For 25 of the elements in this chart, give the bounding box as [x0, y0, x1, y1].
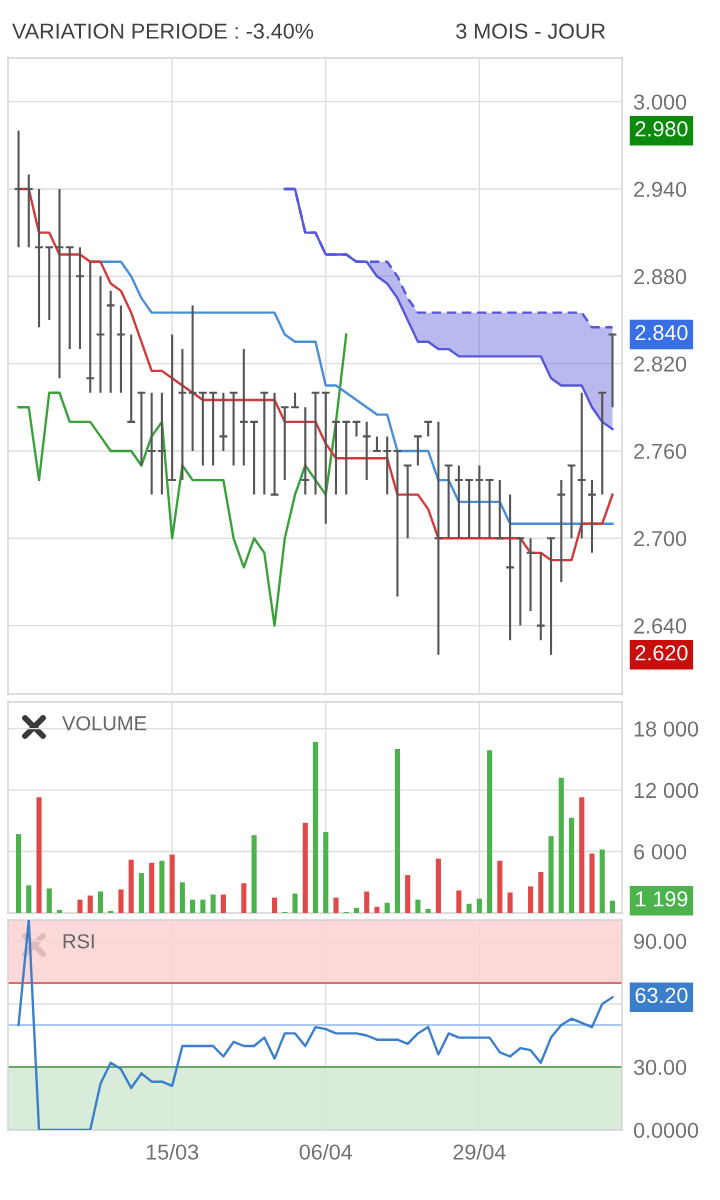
- y-tick-label: 3.000: [633, 94, 687, 110]
- text: RSI: [63, 934, 94, 949]
- y-tick-label: 18 000: [634, 721, 699, 737]
- y-tick-label: 90.00: [634, 933, 687, 950]
- text: 1 199: [636, 891, 688, 907]
- text: 2.840: [635, 325, 688, 341]
- text: 2.620: [635, 645, 688, 661]
- x-tick-label: 06/04: [299, 1143, 353, 1160]
- y-tick-label: 2.820: [634, 356, 687, 372]
- y-tick-label: 2.880: [634, 269, 687, 285]
- y-tick-label: 30.00: [633, 1059, 687, 1076]
- y-tick-label: 12 000: [634, 782, 699, 799]
- y-tick-label: 2.640: [634, 618, 687, 634]
- text: 2.980: [635, 121, 688, 137]
- y-tick-label: 6 000: [634, 844, 687, 860]
- chart-title: VARIATION PERIODE : -3.40%: [12, 23, 314, 39]
- y-tick-label: 2.940: [634, 181, 687, 197]
- y-tick-label: 0.0000: [633, 1122, 699, 1139]
- y-tick-label: 2.700: [634, 531, 687, 547]
- text: 63.20: [635, 987, 688, 1004]
- text: VOLUME: [62, 716, 147, 731]
- x-tick-label: 29/04: [453, 1143, 506, 1160]
- chart-subtitle: 3 MOIS - JOUR: [456, 23, 606, 39]
- y-tick-label: 2.760: [634, 443, 687, 459]
- x-tick-label: 15/03: [146, 1143, 199, 1160]
